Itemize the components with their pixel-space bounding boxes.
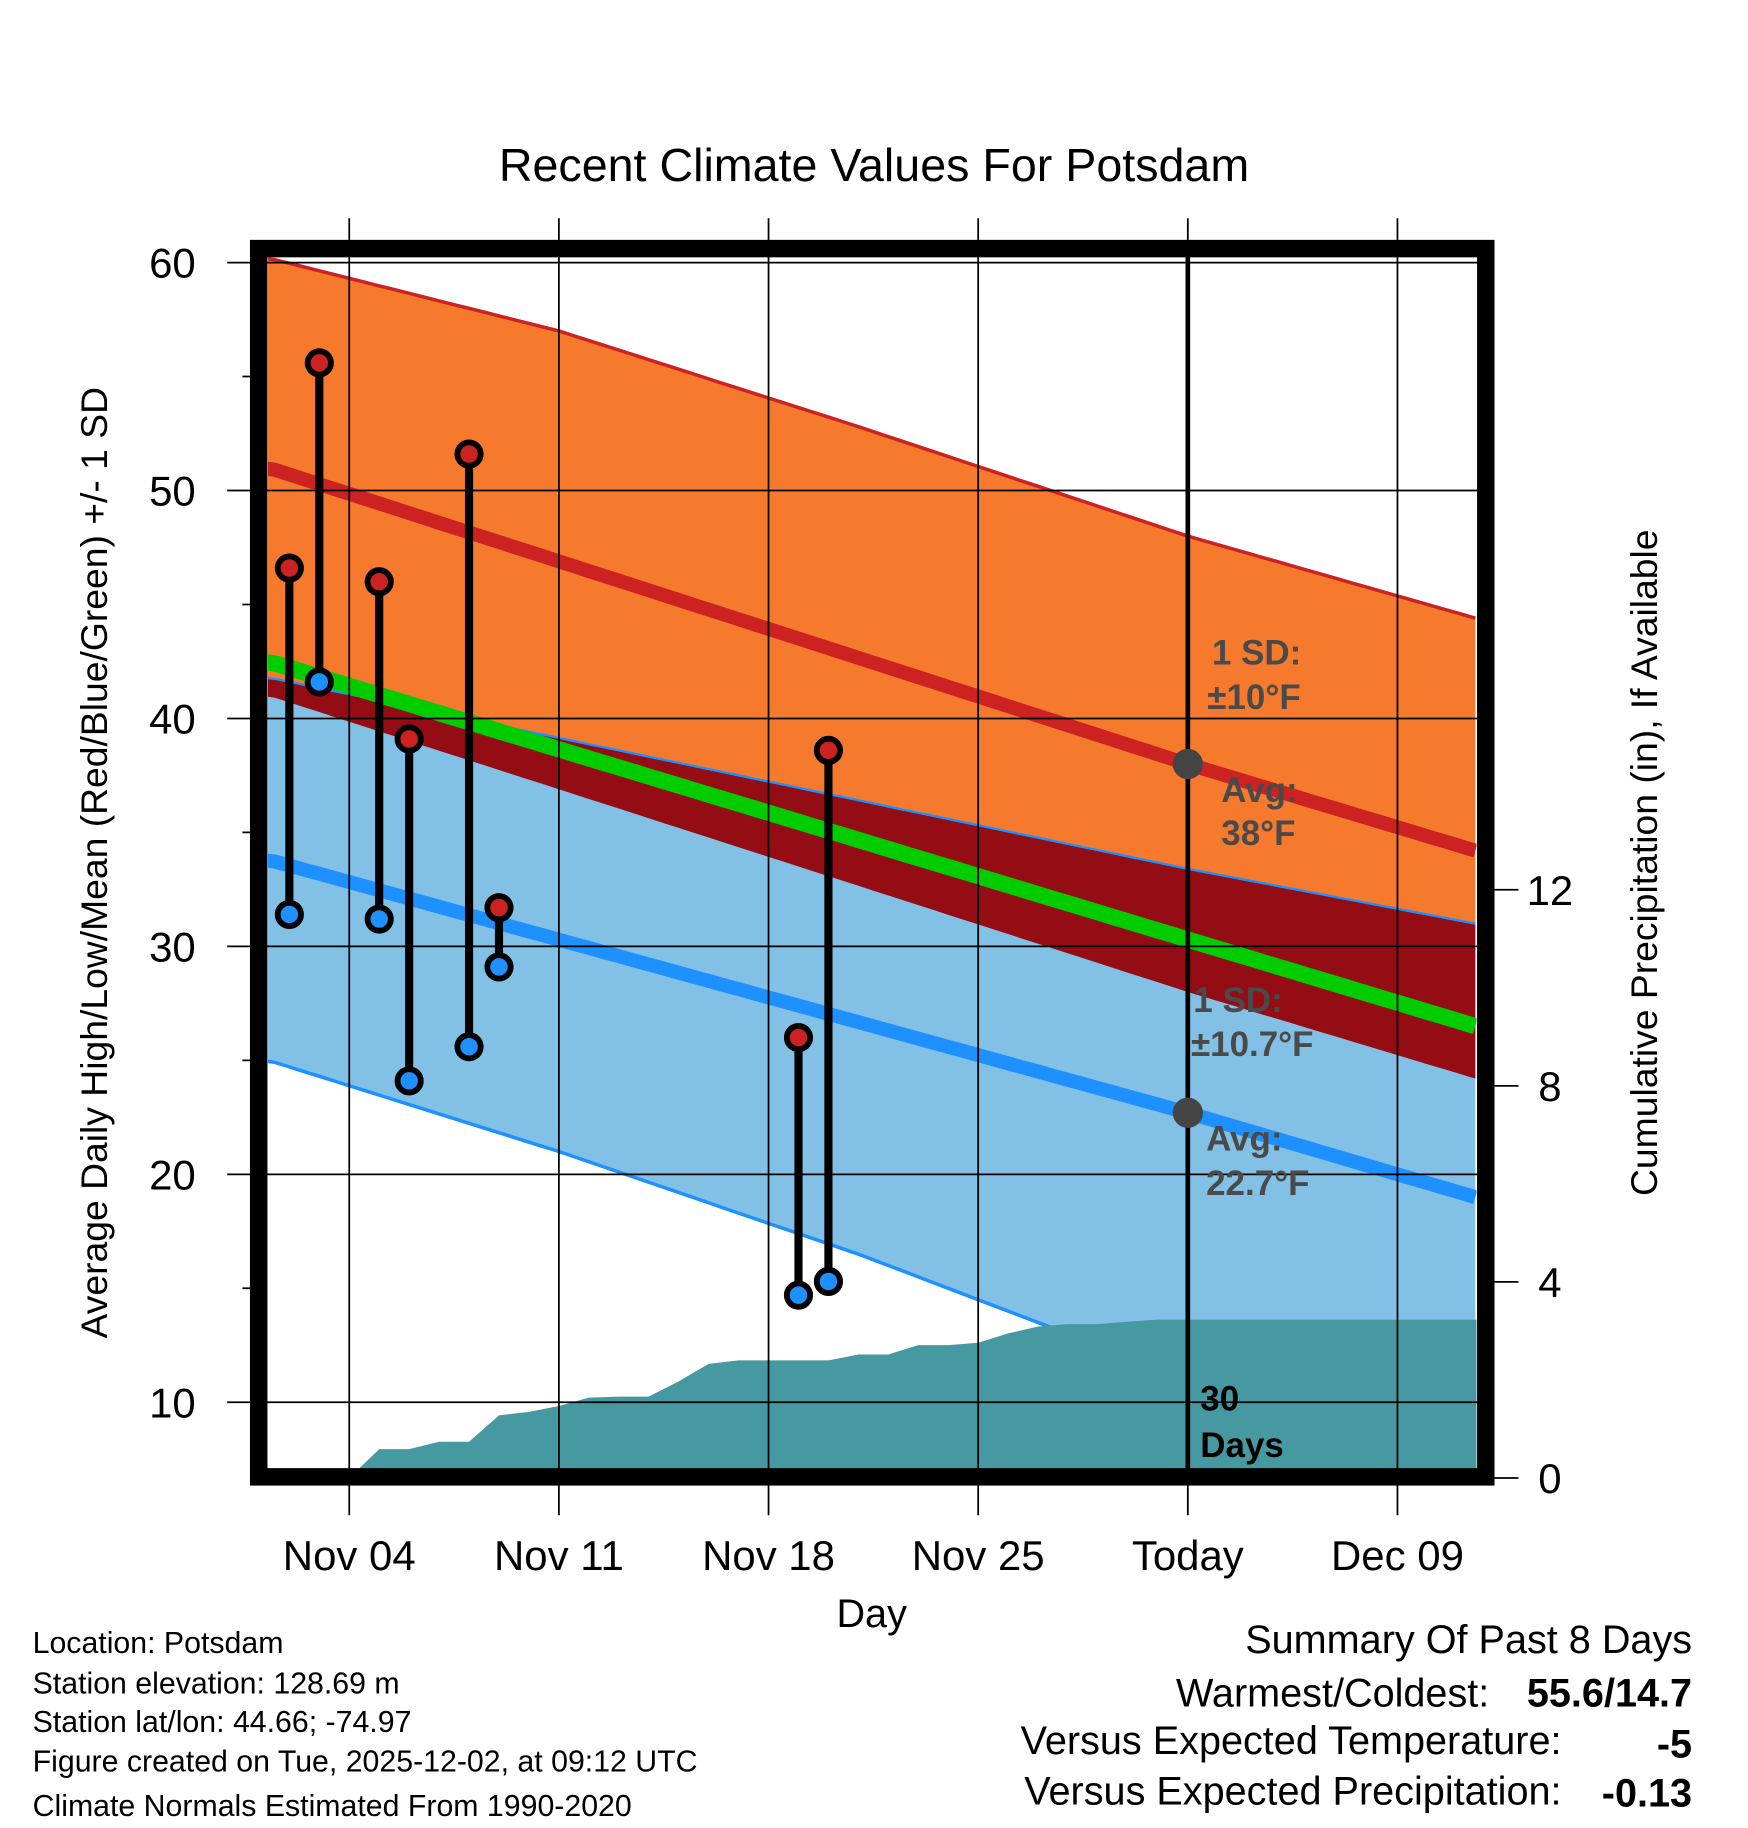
precip-area	[358, 1319, 1477, 1469]
obs-low-point	[364, 904, 394, 934]
y-tick-label: 50	[149, 468, 196, 515]
low-avg-value: 22.7°F	[1206, 1164, 1309, 1203]
observations	[274, 348, 844, 1310]
low-sd-label: 1 SD:	[1193, 981, 1282, 1020]
summary: Summary Of Past 8 Days Warmest/Coldest: …	[1021, 1618, 1692, 1816]
low-avg-marker	[1172, 1097, 1203, 1128]
obs-high-point	[783, 1023, 814, 1053]
summary-precip-value: -0.13	[1602, 1772, 1692, 1816]
obs-high-point	[454, 439, 484, 469]
footer-created: Figure created on Tue, 2025-12-02, at 09…	[33, 1746, 698, 1779]
footer-normals: Climate Normals Estimated From 1990-2020	[33, 1790, 632, 1823]
obs-high-point	[394, 724, 424, 754]
x-tick-label: Dec 09	[1331, 1532, 1464, 1579]
obs-high-point	[484, 893, 514, 923]
summary-warm-value: 55.6/14.7	[1527, 1671, 1692, 1715]
obs-low-point	[783, 1280, 814, 1310]
summary-warm-label: Warmest/Coldest:	[1176, 1671, 1489, 1715]
footer: Location: Potsdam Station elevation: 128…	[33, 1627, 698, 1823]
x-tick-label: Nov 25	[912, 1532, 1045, 1579]
high-plus-sd-line	[268, 257, 1476, 620]
low-sd-value: ±10.7°F	[1191, 1025, 1314, 1064]
high-avg-marker	[1172, 748, 1203, 780]
summary-temp-label: Versus Expected Temperature:	[1021, 1719, 1562, 1763]
low-avg-label: Avg:	[1206, 1120, 1282, 1159]
y-tick-label: 60	[149, 240, 196, 287]
y-axis-label: Average Daily High/Low/Mean (Red/Blue/Gr…	[73, 387, 115, 1338]
y-tick-label: 10	[149, 1379, 196, 1426]
obs-low-point	[304, 667, 334, 697]
y2-tick-label: 0	[1538, 1455, 1561, 1502]
plot-frame	[249, 239, 1495, 1486]
obs-high-point	[813, 735, 844, 765]
y2-tick-label: 12	[1527, 867, 1574, 914]
y2-tick-label: 4	[1538, 1259, 1561, 1306]
footer-location: Location: Potsdam	[33, 1627, 284, 1660]
y-tick-label: 40	[149, 696, 196, 743]
obs-low-point	[813, 1266, 844, 1297]
obs-low-point	[274, 899, 304, 930]
obs-low-point	[484, 952, 514, 982]
y-tick-label: 20	[149, 1151, 196, 1198]
y2-axis-label: Cumulative Precipitation (in), If Availa…	[1623, 529, 1665, 1196]
summary-title: Summary Of Past 8 Days	[1245, 1618, 1692, 1662]
obs-high-point	[364, 567, 394, 597]
x-tick-label: Nov 04	[283, 1532, 416, 1579]
obs-low-point	[394, 1066, 424, 1096]
y-tick-label: 30	[149, 924, 196, 971]
days-label: Days	[1200, 1426, 1284, 1465]
x-tick-label: Nov 18	[702, 1532, 835, 1579]
x-tick-label: Today	[1132, 1532, 1244, 1579]
x-axis-label: Day	[836, 1592, 907, 1636]
obs-high-point	[274, 553, 304, 583]
annotations: 1 SD: ±10°F Avg: 38°F 1 SD: ±10.7°F Avg:…	[1191, 634, 1314, 1465]
mean-line	[268, 654, 1477, 1035]
high-avg-label: Avg:	[1221, 771, 1297, 810]
summary-temp-value: -5	[1657, 1723, 1692, 1767]
footer-elevation: Station elevation: 128.69 m	[33, 1668, 400, 1701]
footer-latlon: Station lat/lon: 44.66; -74.97	[33, 1706, 412, 1739]
plot-area	[268, 257, 1477, 1469]
overlap-band	[268, 678, 1476, 1079]
chart-title: Recent Climate Values For Potsdam	[499, 139, 1249, 191]
obs-low-point	[454, 1032, 484, 1062]
high-avg-value: 38°F	[1221, 814, 1295, 853]
high-sd-value: ±10°F	[1207, 678, 1300, 717]
high-avg-line	[268, 461, 1477, 858]
low-sd-band	[268, 678, 1476, 1426]
x-tick-label: Nov 11	[494, 1532, 624, 1579]
low-avg-line	[268, 853, 1477, 1204]
high-sd-label: 1 SD:	[1212, 634, 1301, 673]
days-count: 30	[1200, 1379, 1239, 1418]
summary-precip-label: Versus Expected Precipitation:	[1024, 1769, 1561, 1813]
y2-tick-label: 8	[1538, 1063, 1561, 1110]
obs-high-point	[304, 348, 334, 378]
